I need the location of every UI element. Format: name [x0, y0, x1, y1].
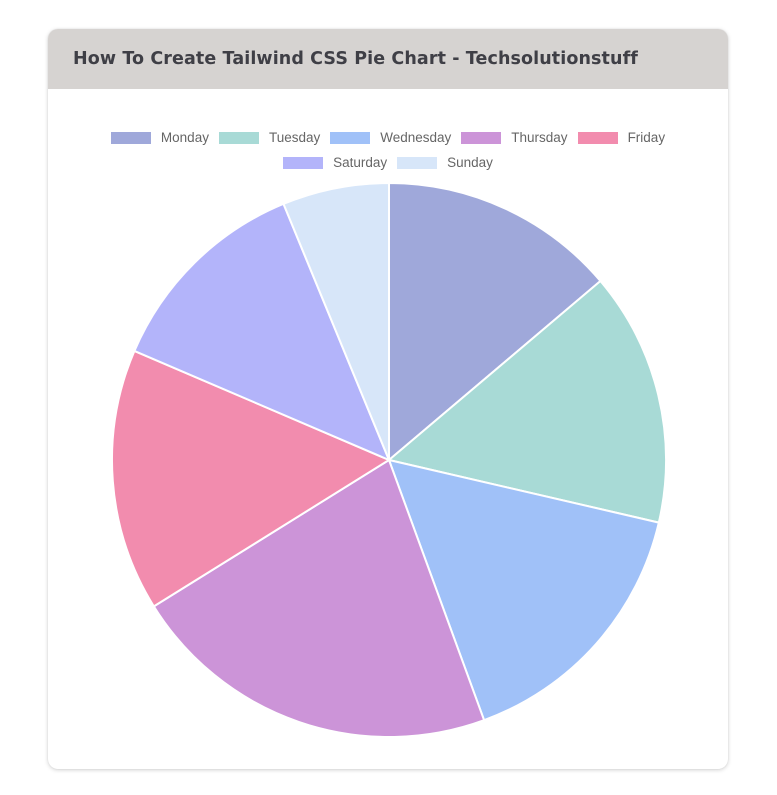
chart-card: How To Create Tailwind CSS Pie Chart - T…: [48, 29, 728, 769]
legend-item-friday[interactable]: Friday: [577, 130, 666, 145]
legend-item-sunday[interactable]: Sunday: [397, 155, 493, 170]
legend-row: Monday Tuesday Wednesday Thursday Friday: [48, 125, 728, 150]
pie-slice-wednesday[interactable]: [388, 459, 660, 722]
legend-label: Friday: [627, 130, 666, 145]
legend-swatch: [461, 131, 502, 144]
legend-swatch: [283, 156, 324, 169]
legend-item-monday[interactable]: Monday: [110, 130, 209, 145]
pie-slice-friday[interactable]: [111, 349, 390, 608]
legend-item-wednesday[interactable]: Wednesday: [330, 130, 451, 145]
pie-slice-saturday[interactable]: [133, 202, 390, 461]
legend-label: Sunday: [447, 155, 493, 170]
legend-label: Monday: [160, 130, 209, 145]
card-header: How To Create Tailwind CSS Pie Chart - T…: [48, 29, 728, 89]
legend-item-thursday[interactable]: Thursday: [461, 130, 568, 145]
pie-chart: [111, 182, 667, 738]
legend-swatch: [577, 131, 618, 144]
legend-row: Saturday Sunday: [48, 150, 728, 175]
legend-label: Tuesday: [268, 130, 321, 145]
legend-item-tuesday[interactable]: Tuesday: [218, 130, 321, 145]
pie-slice-monday[interactable]: [388, 182, 602, 461]
chart-legend: Monday Tuesday Wednesday Thursday Friday Satu…: [48, 125, 728, 175]
legend-swatch: [218, 131, 259, 144]
card-title: How To Create Tailwind CSS Pie Chart - T…: [73, 49, 639, 69]
legend-swatch: [397, 156, 438, 169]
legend-swatch: [110, 131, 151, 144]
legend-label: Wednesday: [380, 130, 452, 145]
pie-slice-sunday[interactable]: [282, 182, 390, 461]
legend-swatch: [330, 131, 371, 144]
legend-label: Thursday: [511, 130, 568, 145]
pie-slice-thursday[interactable]: [152, 459, 486, 738]
legend-label: Saturday: [333, 155, 388, 170]
legend-item-saturday[interactable]: Saturday: [283, 155, 387, 170]
pie-slice-tuesday[interactable]: [388, 280, 667, 524]
